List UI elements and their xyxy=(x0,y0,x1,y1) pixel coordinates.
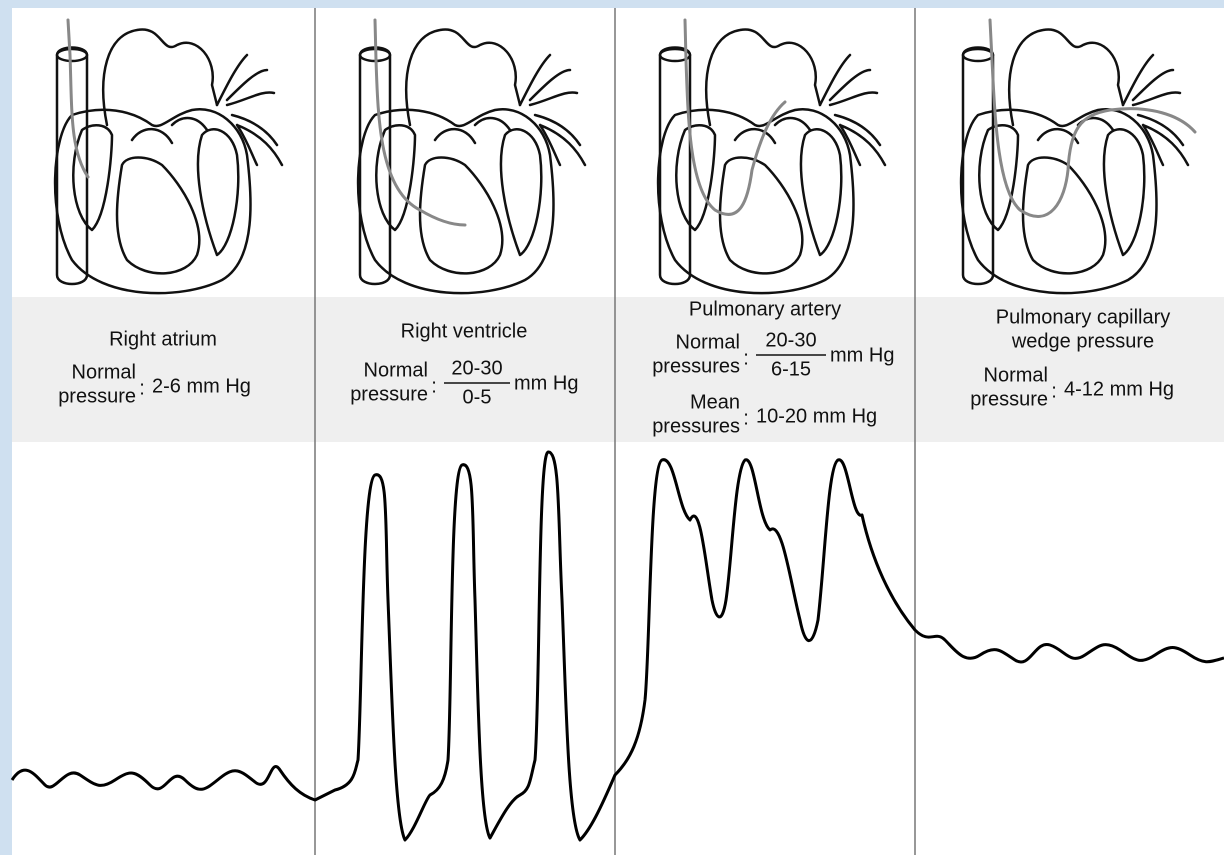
row-label: pressure xyxy=(58,385,136,407)
row-label: Mean xyxy=(690,391,740,413)
label-band xyxy=(12,297,1224,442)
panel-title: Pulmonary capillary xyxy=(996,306,1171,328)
colon: : xyxy=(431,375,437,397)
denominator: 6-15 xyxy=(771,358,811,380)
denominator: 0-5 xyxy=(463,386,492,408)
colon: : xyxy=(743,407,749,429)
row-label: Normal xyxy=(984,364,1048,386)
row-label: pressure xyxy=(350,383,428,405)
pressure-value: 4-12 mm Hg xyxy=(1064,378,1174,400)
unit: mm Hg xyxy=(830,344,894,366)
unit: mm Hg xyxy=(514,372,578,394)
dividers xyxy=(314,8,916,855)
numerator: 20-30 xyxy=(765,329,816,351)
hearts xyxy=(53,18,1197,295)
colon: : xyxy=(139,377,145,399)
row-label: pressure xyxy=(970,388,1048,410)
colon: : xyxy=(1051,380,1057,402)
pressure-value: 10-20 mm Hg xyxy=(756,405,877,427)
row-label: Normal xyxy=(72,361,136,383)
row-label: Normal xyxy=(364,359,428,381)
numerator: 20-30 xyxy=(451,357,502,379)
row-label: pressures xyxy=(652,415,740,437)
panel-title: Right ventricle xyxy=(401,320,528,342)
panel-title: Pulmonary artery xyxy=(689,298,841,320)
row-label: Normal xyxy=(676,331,740,353)
pressure-waveform xyxy=(10,450,1224,842)
panel-title: wedge pressure xyxy=(1011,330,1154,352)
row-label: pressures xyxy=(652,355,740,377)
pressure-value: 2-6 mm Hg xyxy=(152,375,251,397)
panel-title: Right atrium xyxy=(109,328,217,350)
colon: : xyxy=(743,347,749,369)
